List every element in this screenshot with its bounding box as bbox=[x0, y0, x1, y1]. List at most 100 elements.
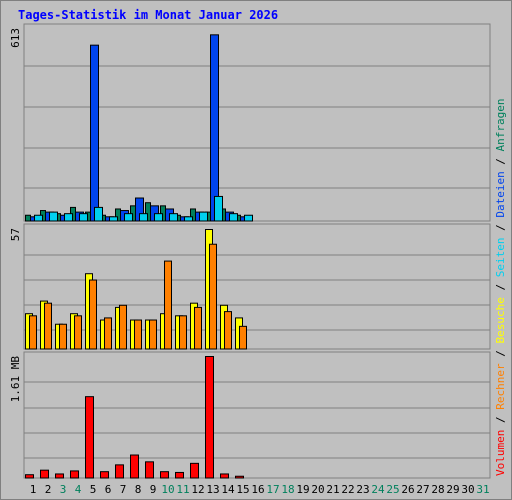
bar-seiten-day-15 bbox=[244, 214, 253, 222]
x-tick-label: 13 bbox=[206, 483, 219, 496]
x-tick-label: 5 bbox=[90, 483, 97, 496]
bar-rechner-day-2 bbox=[44, 302, 52, 350]
x-tick-label: 14 bbox=[221, 483, 235, 496]
x-tick-label: 10 bbox=[161, 483, 174, 496]
bar-volumen-day-7 bbox=[115, 464, 124, 479]
bar-rechner-day-9 bbox=[149, 319, 157, 350]
legend-separator: / bbox=[494, 151, 507, 171]
legend-separator: / bbox=[494, 410, 507, 430]
bar-volumen-day-12 bbox=[190, 462, 199, 479]
bar-volumen-day-4 bbox=[70, 470, 79, 479]
x-tick-label: 9 bbox=[150, 483, 157, 496]
bar-volumen-day-6 bbox=[100, 471, 109, 479]
panel-volume: 1.61 MB bbox=[9, 351, 491, 479]
bar-volumen-day-9 bbox=[145, 461, 154, 479]
bar-volumen-day-10 bbox=[160, 471, 169, 479]
x-tick-label: 6 bbox=[105, 483, 112, 496]
x-tick-label: 4 bbox=[75, 483, 82, 496]
x-tick-label: 17 bbox=[266, 483, 279, 496]
bar-seiten-day-3 bbox=[64, 213, 73, 222]
x-tick-label: 22 bbox=[341, 483, 354, 496]
panel-visits: 57 bbox=[9, 223, 491, 350]
legend-separator: / bbox=[494, 277, 507, 297]
y-max-label: 57 bbox=[9, 228, 22, 241]
bar-seiten-day-7 bbox=[124, 213, 133, 222]
bar-rechner-day-15 bbox=[239, 325, 247, 350]
x-tick-label: 23 bbox=[356, 483, 369, 496]
bar-seiten-day-1 bbox=[34, 214, 43, 222]
x-tick-label: 20 bbox=[311, 483, 324, 496]
bar-seiten-day-9 bbox=[154, 213, 163, 222]
bar-volumen-day-13 bbox=[205, 356, 214, 479]
bar-rechner-day-5 bbox=[89, 279, 97, 350]
bar-rechner-day-12 bbox=[194, 306, 202, 350]
bar-dateien-day-5 bbox=[90, 44, 99, 222]
x-tick-label: 3 bbox=[60, 483, 67, 496]
legend-item-rechner: Rechner bbox=[494, 363, 507, 410]
bar-rechner-day-7 bbox=[119, 304, 127, 350]
bar-volumen-day-2 bbox=[40, 469, 49, 479]
bar-rechner-day-3 bbox=[59, 323, 67, 350]
x-tick-label: 16 bbox=[251, 483, 264, 496]
bar-seiten-day-6 bbox=[109, 216, 118, 222]
x-tick-label: 29 bbox=[446, 483, 459, 496]
x-tick-label: 18 bbox=[281, 483, 294, 496]
panel-requests: 613 bbox=[9, 23, 491, 222]
x-tick-label: 8 bbox=[135, 483, 142, 496]
x-tick-label: 7 bbox=[120, 483, 127, 496]
bar-volumen-day-11 bbox=[175, 471, 184, 479]
x-tick-label: 11 bbox=[176, 483, 189, 496]
legend: Volumen / Rechner / Besuche / Seiten / D… bbox=[494, 98, 507, 476]
bar-rechner-day-1 bbox=[29, 315, 37, 350]
bar-seiten-day-13 bbox=[214, 195, 223, 222]
x-tick-label: 2 bbox=[45, 483, 52, 496]
y-max-label: 613 bbox=[9, 28, 22, 48]
bar-volumen-day-14 bbox=[220, 473, 229, 479]
x-tick-label: 21 bbox=[326, 483, 339, 496]
bar-volumen-day-1 bbox=[25, 474, 34, 479]
bar-seiten-day-4 bbox=[79, 213, 88, 222]
bar-seiten-day-14 bbox=[229, 213, 238, 222]
bar-volumen-day-8 bbox=[130, 454, 139, 479]
legend-separator: / bbox=[494, 344, 507, 364]
x-tick-label: 19 bbox=[296, 483, 309, 496]
bar-volumen-day-3 bbox=[55, 473, 64, 479]
x-tick-label: 27 bbox=[416, 483, 429, 496]
x-tick-label: 1 bbox=[30, 483, 37, 496]
legend-item-dateien: Dateien bbox=[494, 171, 507, 217]
x-tick-label: 28 bbox=[431, 483, 444, 496]
y-max-label: 1.61 MB bbox=[9, 356, 22, 403]
legend-item-anfragen: Anfragen bbox=[494, 98, 507, 151]
bar-rechner-day-13 bbox=[209, 243, 217, 350]
legend-item-besuche: Besuche bbox=[494, 297, 507, 343]
bar-seiten-day-5 bbox=[94, 206, 103, 222]
panel-frame bbox=[23, 351, 491, 479]
x-tick-label: 24 bbox=[371, 483, 385, 496]
chart-title: Tages-Statistik im Monat Januar 2026 bbox=[18, 8, 278, 22]
x-tick-label: 31 bbox=[476, 483, 489, 496]
bar-rechner-day-8 bbox=[134, 319, 142, 350]
bar-seiten-day-12 bbox=[199, 211, 208, 222]
bar-volumen-day-15 bbox=[235, 475, 244, 479]
bar-rechner-day-6 bbox=[104, 317, 112, 350]
bar-seiten-day-8 bbox=[139, 213, 148, 222]
bar-seiten-day-2 bbox=[49, 211, 58, 222]
bar-seiten-day-11 bbox=[184, 216, 193, 222]
bar-volumen-day-5 bbox=[85, 396, 94, 479]
bar-seiten-day-10 bbox=[169, 213, 178, 222]
x-tick-label: 12 bbox=[191, 483, 204, 496]
bar-rechner-day-4 bbox=[74, 315, 82, 350]
bar-rechner-day-10 bbox=[164, 260, 172, 350]
legend-item-volumen: Volumen bbox=[494, 430, 507, 476]
x-tick-label: 26 bbox=[401, 483, 414, 496]
x-tick-label: 15 bbox=[236, 483, 249, 496]
bar-anfragen-day-1 bbox=[25, 214, 31, 222]
x-tick-label: 30 bbox=[461, 483, 474, 496]
legend-separator: / bbox=[494, 218, 507, 238]
legend-item-seiten: Seiten bbox=[494, 238, 507, 278]
x-tick-label: 25 bbox=[386, 483, 399, 496]
bar-rechner-day-14 bbox=[224, 311, 232, 350]
bar-dateien-day-13 bbox=[210, 34, 219, 222]
